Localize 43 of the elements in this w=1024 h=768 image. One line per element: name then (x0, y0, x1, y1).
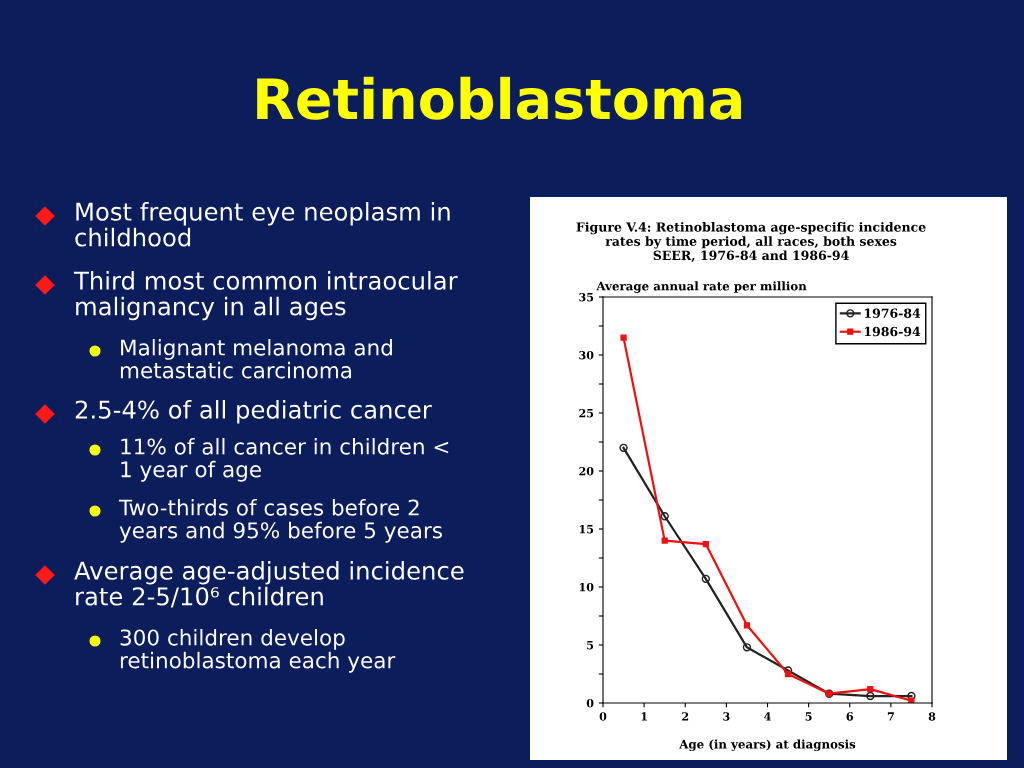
point (701, 574, 710, 584)
y-tick-label: 35 (579, 292, 594, 302)
y-tick-label: 10 (579, 582, 594, 592)
text: Malignant melanoma and metastatic carcinoma (120, 339, 392, 379)
point (743, 622, 751, 629)
y-tick-label: 15 (579, 524, 594, 534)
x-tick-label: 0 (599, 712, 607, 721)
x-tick-label: 3 (723, 712, 730, 721)
chart-title: Figure V.4: Retinoblastoma age-specific incidence rates by time period, all races, both sexes SEER, 1976-84 and 1986-94 (576, 222, 926, 262)
point (702, 540, 709, 548)
point (783, 666, 793, 675)
x-tick-label: 4 (764, 712, 771, 721)
x-tick-label: 2 (682, 712, 689, 721)
x-axis-title: Age (in years) at diagnosis (679, 739, 856, 752)
text: 300 children develop retinoblastoma each year (120, 629, 396, 673)
point (742, 643, 752, 652)
text: Most frequent eye neoplasm in childhood (75, 202, 450, 247)
text: 2.5-4% of all pediatric cancer (75, 400, 432, 424)
text: Third most common intraocular malignancy in all ages (73, 271, 458, 321)
point (619, 443, 628, 452)
legend-label: 1976-84 (864, 308, 921, 318)
x-tick-label: 5 (805, 712, 812, 721)
x-tick-label: 8 (928, 712, 936, 721)
text: 11% of all cancer in children < 1 year of age (121, 438, 449, 482)
point (661, 537, 668, 544)
point (867, 685, 874, 693)
point (660, 512, 669, 521)
y-tick-label: 5 (587, 641, 594, 650)
x-tick-label: 1 (641, 712, 647, 721)
text: Retinoblastoma (257, 76, 741, 120)
text: Two-thirds of cases before 2 years and 95% before 5 years (118, 499, 442, 543)
point (620, 334, 627, 341)
text: Average age-adjusted incidence rate 2-5/10⁶ children (74, 561, 464, 608)
point (784, 670, 792, 678)
y-tick-label: 0 (586, 698, 594, 708)
y-tick-label: 30 (579, 350, 594, 360)
x-tick-label: 6 (846, 712, 854, 721)
legend-label: 1986-94 (864, 326, 921, 337)
y-tick-label: 25 (579, 408, 594, 418)
x-tick-label: 7 (887, 712, 894, 721)
y-tick-label: 20 (579, 466, 594, 476)
y-axis-title: Average annual rate per million (596, 281, 807, 293)
point (866, 691, 875, 701)
